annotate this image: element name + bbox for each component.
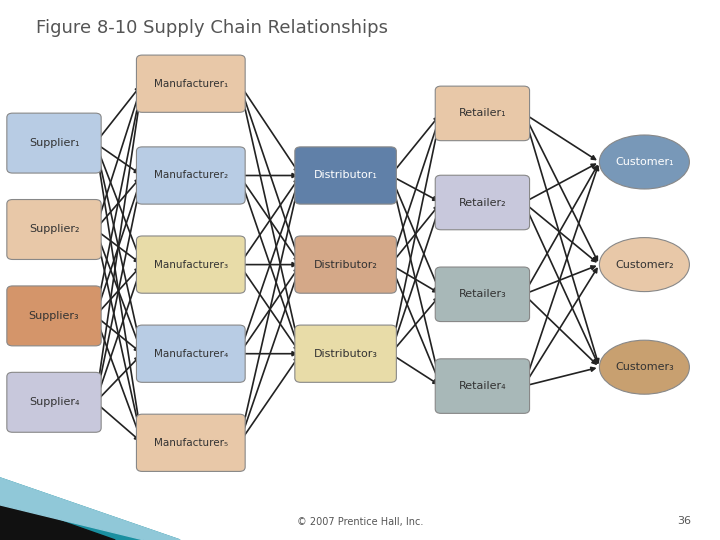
Ellipse shape [599,238,690,292]
Text: Retailer₂: Retailer₂ [459,198,506,207]
Text: Supplier₃: Supplier₃ [29,311,79,321]
FancyBboxPatch shape [6,200,101,260]
Text: © 2007 Prentice Hall, Inc.: © 2007 Prentice Hall, Inc. [297,516,423,526]
FancyBboxPatch shape [295,147,396,204]
Text: Manufacturer₃: Manufacturer₃ [154,260,228,269]
FancyBboxPatch shape [435,359,530,414]
Text: Supplier₂: Supplier₂ [29,225,79,234]
Text: Manufacturer₄: Manufacturer₄ [153,349,228,359]
Ellipse shape [599,135,690,189]
Text: Figure 8-10 Supply Chain Relationships: Figure 8-10 Supply Chain Relationships [36,19,388,37]
FancyBboxPatch shape [137,147,245,204]
FancyBboxPatch shape [435,175,530,230]
Text: Distributor₂: Distributor₂ [314,260,377,269]
Text: Supplier₁: Supplier₁ [29,138,79,148]
Text: Retailer₃: Retailer₃ [459,289,506,299]
Text: Customer₃: Customer₃ [615,362,674,372]
FancyBboxPatch shape [6,373,101,432]
Text: Customer₁: Customer₁ [615,157,674,167]
FancyBboxPatch shape [435,86,530,140]
FancyBboxPatch shape [137,325,245,382]
Polygon shape [0,478,180,540]
Text: Manufacturer₂: Manufacturer₂ [154,171,228,180]
Ellipse shape [599,340,690,394]
FancyBboxPatch shape [137,236,245,293]
Text: 36: 36 [678,516,691,526]
Text: Retailer₁: Retailer₁ [459,109,506,118]
Text: Retailer₄: Retailer₄ [459,381,506,391]
Text: Distributor₃: Distributor₃ [314,349,377,359]
FancyBboxPatch shape [435,267,530,321]
FancyBboxPatch shape [6,113,101,173]
FancyBboxPatch shape [137,414,245,471]
Text: Manufacturer₁: Manufacturer₁ [153,79,228,89]
FancyBboxPatch shape [6,286,101,346]
FancyBboxPatch shape [137,55,245,112]
Text: Customer₂: Customer₂ [615,260,674,269]
Text: Manufacturer₅: Manufacturer₅ [154,438,228,448]
Text: Distributor₁: Distributor₁ [314,171,377,180]
Text: Supplier₄: Supplier₄ [29,397,79,407]
Polygon shape [0,500,115,540]
FancyBboxPatch shape [295,325,396,382]
FancyBboxPatch shape [295,236,396,293]
Polygon shape [0,478,180,540]
